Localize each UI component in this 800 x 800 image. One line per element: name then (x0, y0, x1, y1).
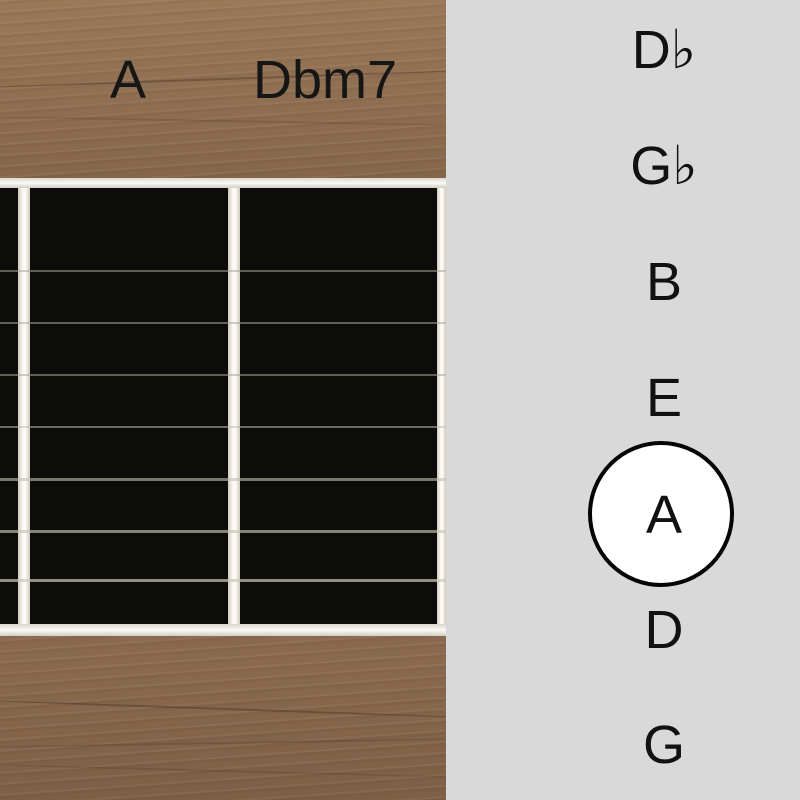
chord-label-right: Dbm7 (253, 50, 398, 110)
string-line (0, 270, 446, 272)
string-line (0, 322, 446, 324)
string-line (0, 374, 446, 376)
fretboard (0, 178, 446, 636)
string-line (0, 530, 446, 533)
wood-grain (0, 763, 446, 779)
tuning-note-2[interactable]: G♭ (630, 136, 698, 196)
wood-grain (0, 115, 446, 127)
tuning-note-1[interactable]: D♭ (631, 20, 697, 80)
string-line (0, 579, 446, 582)
fret-bar (228, 178, 240, 636)
fretboard-edge-bottom (0, 624, 446, 636)
tuning-note-7[interactable]: G (642, 715, 685, 775)
selected-note-highlight (588, 441, 734, 587)
chord-label-left: A (110, 50, 147, 110)
wood-grain (0, 737, 446, 749)
string-line (0, 478, 446, 481)
string-line (0, 426, 446, 428)
fretboard-photo-panel: A Dbm7 (0, 0, 446, 800)
fretboard-edge-top (0, 178, 446, 188)
wood-grain (0, 699, 446, 719)
fret-bar (18, 178, 30, 636)
tuning-note-5-selected[interactable]: A (645, 485, 683, 545)
fret-bar (437, 178, 446, 636)
tuning-note-3[interactable]: B (645, 252, 683, 312)
tuning-note-4[interactable]: E (645, 368, 683, 428)
tuning-notes-panel: D♭ G♭ B E A D G (446, 0, 800, 800)
tuning-note-6[interactable]: D (644, 600, 684, 660)
